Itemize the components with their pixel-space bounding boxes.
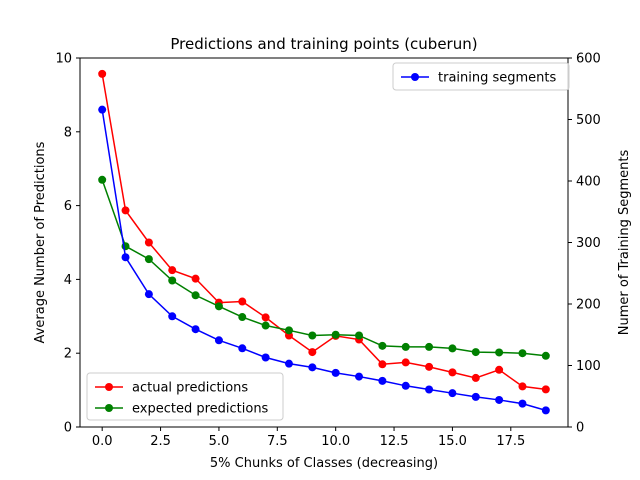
data-point-expected-predictions <box>168 276 177 285</box>
data-point-expected-predictions <box>261 321 270 330</box>
data-point-expected-predictions <box>308 331 317 340</box>
y2-tick-label: 300 <box>576 236 601 251</box>
y2-tick-label: 500 <box>576 113 601 128</box>
data-point-actual-predictions <box>471 373 480 382</box>
data-point-actual-predictions <box>448 368 457 377</box>
legend-label: training segments <box>438 71 557 86</box>
legend-box <box>86 372 284 421</box>
data-point-expected-predictions <box>191 291 200 300</box>
y2-tick-label: 100 <box>576 359 601 374</box>
y-axis-label: Average Number of Predictions <box>33 141 48 343</box>
data-point-training-segments <box>331 368 340 377</box>
legend-swatch-marker <box>411 73 419 81</box>
data-point-actual-predictions <box>378 360 387 369</box>
data-point-expected-predictions <box>214 302 223 311</box>
data-point-actual-predictions <box>261 313 270 322</box>
data-point-actual-predictions <box>541 385 550 394</box>
data-point-training-segments <box>191 325 200 334</box>
y2-tick-label: 0 <box>576 421 584 436</box>
y2-tick-label: 400 <box>576 175 601 190</box>
data-point-expected-predictions <box>98 175 107 184</box>
y-tick-label: 10 <box>55 52 72 67</box>
data-point-training-segments <box>448 389 457 398</box>
legend-label: expected predictions <box>132 402 269 417</box>
x-tick-label: 10.0 <box>321 434 350 449</box>
data-point-actual-predictions <box>425 362 434 371</box>
data-point-actual-predictions <box>238 297 247 306</box>
legend-label: actual predictions <box>132 381 248 396</box>
data-point-training-segments <box>261 353 270 362</box>
data-point-training-segments <box>121 253 130 262</box>
x-tick-label: 17.5 <box>496 434 525 449</box>
data-point-expected-predictions <box>448 344 457 353</box>
data-point-training-segments <box>214 336 223 345</box>
x-tick-label: 5.0 <box>209 434 230 449</box>
data-point-expected-predictions <box>495 348 504 357</box>
data-point-training-segments <box>518 399 527 408</box>
y-tick-label: 6 <box>64 199 72 214</box>
x-tick-label: 12.5 <box>380 434 409 449</box>
data-point-expected-predictions <box>355 331 364 340</box>
x-tick-label: 2.5 <box>150 434 171 449</box>
data-point-expected-predictions <box>238 313 247 322</box>
data-point-training-segments <box>168 312 177 321</box>
data-point-expected-predictions <box>378 341 387 350</box>
data-point-expected-predictions <box>471 348 480 357</box>
data-point-training-segments <box>308 363 317 372</box>
data-point-training-segments <box>98 105 107 114</box>
data-point-expected-predictions <box>401 342 410 351</box>
chart-title: Predictions and training points (cuberun… <box>170 35 477 53</box>
x-tick-label: 15.0 <box>438 434 467 449</box>
data-point-actual-predictions <box>401 358 410 367</box>
data-point-training-segments <box>238 344 247 353</box>
y-tick-label: 4 <box>64 273 72 288</box>
data-point-expected-predictions <box>284 326 293 335</box>
legend-swatch-marker <box>105 404 113 412</box>
data-point-expected-predictions <box>331 330 340 339</box>
data-point-training-segments <box>495 395 504 404</box>
data-point-training-segments <box>355 372 364 381</box>
data-point-actual-predictions <box>144 238 153 247</box>
data-point-training-segments <box>378 376 387 385</box>
series-line-expected-predictions <box>101 179 546 357</box>
series-line-training-segments <box>101 109 547 412</box>
y2-axis-label: Numer of Training Segments <box>617 150 632 336</box>
data-point-actual-predictions <box>168 266 177 275</box>
data-point-actual-predictions <box>121 206 130 215</box>
series-line-actual-predictions <box>101 73 546 391</box>
y-tick-label: 0 <box>64 421 72 436</box>
data-point-expected-predictions <box>541 351 550 360</box>
data-point-training-segments <box>471 392 480 401</box>
data-point-training-segments <box>541 406 550 415</box>
y2-tick-label: 600 <box>576 52 601 67</box>
legend-swatch-marker <box>105 383 113 391</box>
data-point-expected-predictions <box>518 349 527 358</box>
data-point-actual-predictions <box>191 274 200 283</box>
data-point-training-segments <box>425 385 434 394</box>
x-tick-label: 7.5 <box>267 434 288 449</box>
legend-box <box>392 62 570 91</box>
data-point-training-segments <box>144 290 153 299</box>
data-point-expected-predictions <box>425 342 434 351</box>
axes-layer: 0.0 2.5 5.0 7.5 10.0 12.5 15.0 17.5024681001002… <box>55 52 600 450</box>
data-point-actual-predictions <box>495 365 504 374</box>
x-axis-label: 5% Chunks of Classes (decreasing) <box>210 456 438 471</box>
data-point-actual-predictions <box>98 69 107 78</box>
y-tick-label: 2 <box>64 347 72 362</box>
plot-layer <box>98 69 550 415</box>
legend-layer: training segments actual predictions expec… <box>86 62 570 421</box>
data-point-actual-predictions <box>518 382 527 391</box>
data-point-training-segments <box>284 359 293 368</box>
y-tick-label: 8 <box>64 125 72 140</box>
x-tick-label: 0.0 <box>92 434 113 449</box>
y2-tick-label: 200 <box>576 298 601 313</box>
data-point-training-segments <box>401 381 410 390</box>
data-point-expected-predictions <box>144 255 153 264</box>
data-point-actual-predictions <box>308 348 317 357</box>
